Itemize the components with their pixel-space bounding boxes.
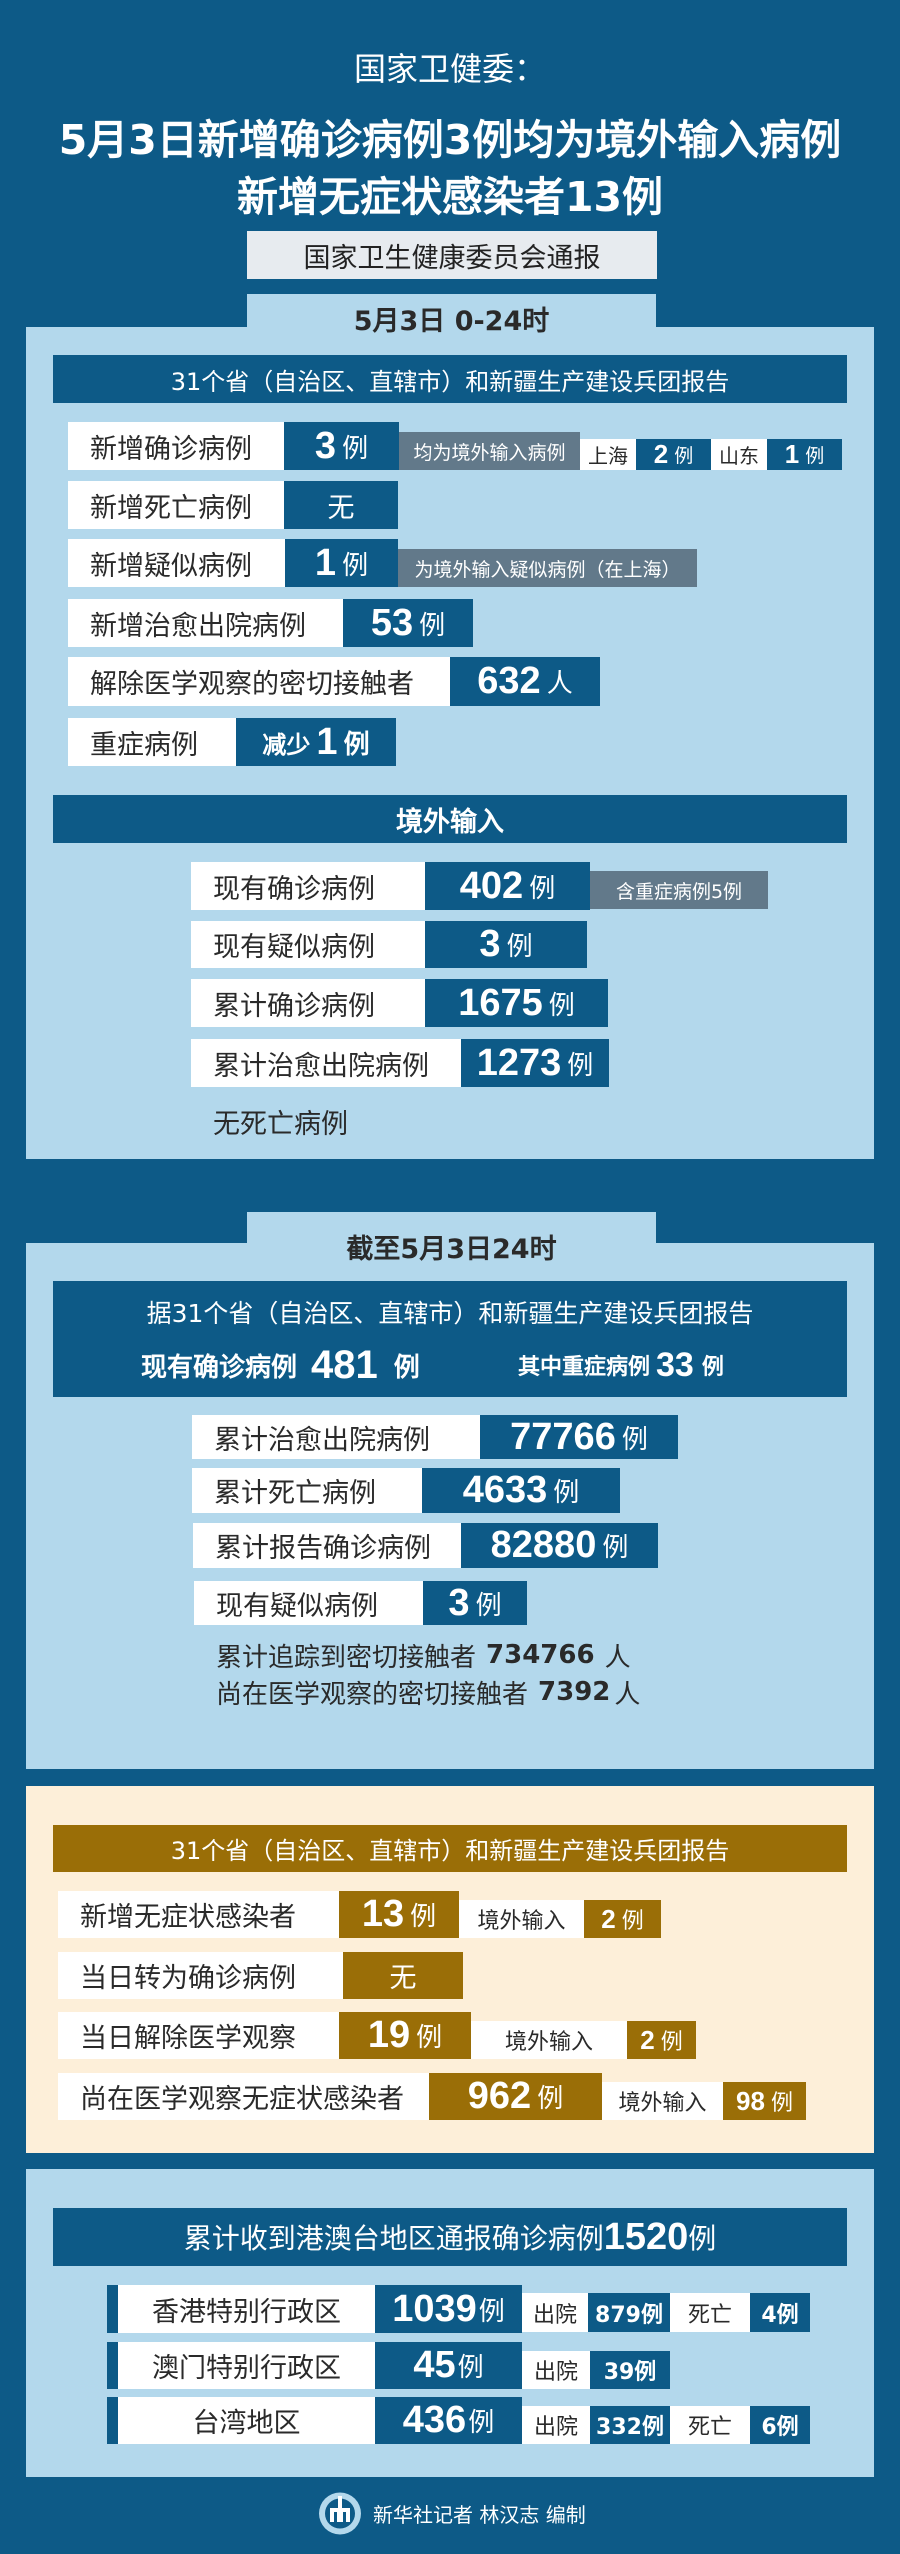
row-value: 1675 例: [425, 979, 608, 1027]
deaths-value: 6例: [750, 2406, 810, 2444]
region-value: 1039 例: [375, 2285, 522, 2333]
daily-report-bar: 31个省（自治区、直辖市）和新疆生产建设兵团报告: [53, 355, 847, 403]
row-stripe: [107, 2397, 118, 2444]
row-label: 尚在医学观察无症状感染者: [58, 2073, 429, 2120]
hmt-bar: 累计收到港澳台地区通报确诊病例 1520 例: [53, 2208, 847, 2266]
region-label: 香港特别行政区: [118, 2285, 375, 2333]
row-label: 累计报告确诊病例: [193, 1523, 461, 1568]
discharged-label: 出院: [522, 2351, 590, 2389]
sub-label: 境外输入: [459, 1900, 584, 1938]
sub-label: 境外输入: [471, 2021, 627, 2059]
row-value: 13 例: [339, 1891, 459, 1938]
row-note: 含重症病例5例: [590, 871, 768, 909]
sub-label: 境外输入: [602, 2082, 723, 2120]
deaths-value: 4例: [750, 2293, 810, 2332]
row-note: 为境外输入疑似病例（在上海）: [398, 549, 697, 587]
row-label: 解除医学观察的密切接触者: [68, 657, 450, 706]
notice-box: 国家卫生健康委员会通报: [247, 231, 657, 279]
row-label: 现有确诊病例: [191, 862, 425, 910]
row-value: 632 人: [450, 657, 600, 706]
footer-credit: 新华社记者 林汉志 编制: [373, 2502, 586, 2527]
contacts-traced: 累计追踪到密切接触者 734766 人: [216, 1640, 631, 1673]
row-label: 累计治愈出院病例: [192, 1415, 480, 1459]
row-label: 新增确诊病例: [68, 422, 284, 470]
source-title: 国家卫健委：: [353, 50, 546, 88]
xinhua-logo-icon: [319, 2492, 361, 2535]
region-value: 436 例: [375, 2397, 522, 2444]
row-value: 无: [284, 481, 398, 529]
sub-place: 山东: [711, 439, 767, 470]
cumulative-tab-label: 截至5月3日24时: [346, 1233, 557, 1265]
row-label: 累计确诊病例: [191, 979, 425, 1027]
headline-line-1: 5月3日新增确诊病例3例均为境外输入病例: [58, 116, 842, 164]
cumulative-summary-box: 据31个省（自治区、直辖市）和新疆生产建设兵团报告 现有确诊病例 481 例 其中重…: [53, 1281, 847, 1397]
current-confirmed: 现有确诊病例 481 例: [141, 1342, 420, 1387]
contacts-observed: 尚在医学观察的密切接触者 7392 人: [216, 1677, 641, 1710]
headline-line-2: 新增无症状感染者13例: [236, 173, 664, 221]
row-label: 累计治愈出院病例: [191, 1039, 461, 1087]
row-value: 53 例: [343, 599, 473, 647]
row-label: 新增治愈出院病例: [68, 599, 343, 647]
row-label: 累计死亡病例: [192, 1468, 422, 1513]
imported-bar: 境外输入: [53, 795, 847, 843]
no-deaths-note: 无死亡病例: [213, 1108, 348, 1140]
row-label: 新增无症状感染者: [58, 1891, 339, 1938]
sub-value: 98 例: [723, 2082, 806, 2120]
row-value: 减少 1 例: [236, 718, 396, 766]
region-value: 45 例: [375, 2342, 522, 2389]
severe-cases: 其中重症病例 33 例: [518, 1345, 724, 1384]
row-note: 均为境外输入病例: [399, 432, 580, 470]
row-label: 当日解除医学观察: [58, 2012, 339, 2059]
row-value: 82880 例: [461, 1523, 658, 1568]
row-value: 4633 例: [422, 1468, 620, 1513]
discharged-label: 出院: [522, 2406, 590, 2444]
row-label: 新增死亡病例: [68, 481, 284, 529]
discharged-value: 332例: [590, 2406, 670, 2444]
row-label: 新增疑似病例: [68, 539, 285, 587]
sub-place: 上海: [580, 439, 636, 470]
row-label: 重症病例: [68, 718, 236, 766]
discharged-value: 879例: [588, 2293, 670, 2332]
row-value: 1273 例: [461, 1039, 609, 1087]
row-value: 19 例: [339, 2012, 471, 2059]
summary-intro: 据31个省（自治区、直辖市）和新疆生产建设兵团报告: [146, 1299, 754, 1328]
deaths-label: 死亡: [670, 2293, 750, 2332]
region-label: 澳门特别行政区: [118, 2342, 375, 2389]
discharged-label: 出院: [522, 2293, 588, 2332]
row-value: 402 例: [425, 862, 590, 910]
asymptomatic-bar: 31个省（自治区、直辖市）和新疆生产建设兵团报告: [53, 1825, 847, 1872]
region-label: 台湾地区: [118, 2397, 375, 2444]
row-stripe: [107, 2342, 118, 2389]
row-label: 现有疑似病例: [194, 1581, 423, 1625]
row-value: 962 例: [429, 2073, 602, 2120]
row-value: 无: [343, 1952, 463, 1999]
row-label: 当日转为确诊病例: [58, 1952, 343, 1999]
daily-tab-label: 5月3日 0-24时: [353, 305, 550, 337]
discharged-value: 39例: [590, 2351, 670, 2389]
row-value: 77766 例: [480, 1415, 678, 1459]
deaths-label: 死亡: [670, 2406, 750, 2444]
row-stripe: [107, 2285, 118, 2333]
row-label: 现有疑似病例: [191, 921, 425, 968]
